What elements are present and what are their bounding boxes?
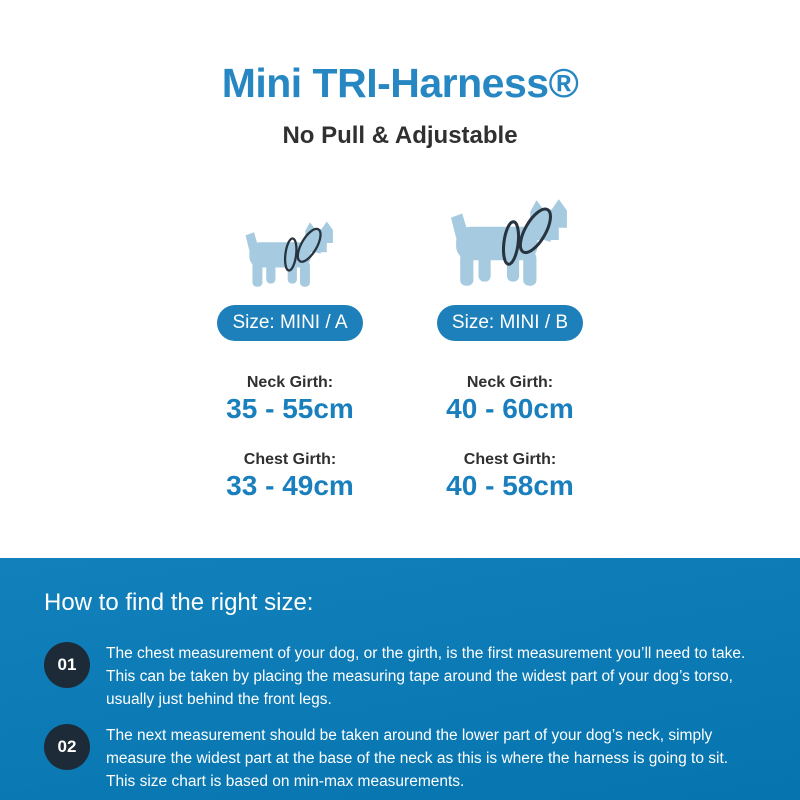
size-button-mini-a[interactable]: Size: MINI / A bbox=[217, 305, 363, 341]
how-to-section: How to find the right size: 01 The chest… bbox=[0, 558, 800, 800]
step-row-2: 02 The next measurement should be taken … bbox=[44, 724, 760, 793]
chest-girth-label: Chest Girth: bbox=[463, 451, 557, 468]
step-row-1: 01 The chest measurement of your dog, or… bbox=[44, 642, 760, 711]
page-subtitle: No Pull & Adjustable bbox=[282, 122, 518, 149]
dog-harness-large-icon bbox=[451, 199, 567, 286]
step-text: The chest measurement of your dog, or th… bbox=[106, 645, 746, 708]
page-title: Mini TRI-Harness® bbox=[221, 60, 579, 106]
size-column-mini-a: Size: MINI / A Neck Girth: 35 - 55cm Che… bbox=[180, 189, 400, 501]
step-text: The next measurement should be taken aro… bbox=[106, 727, 729, 790]
neck-girth-label: Neck Girth: bbox=[466, 374, 554, 391]
chest-girth-value: 33 - 49cm bbox=[226, 470, 354, 501]
chest-girth-label: Chest Girth: bbox=[243, 451, 337, 468]
step-number-badge: 02 bbox=[44, 724, 90, 770]
neck-girth-label: Neck Girth: bbox=[246, 374, 334, 391]
size-chart-section: Mini TRI-Harness® No Pull & Adjustable bbox=[0, 60, 800, 501]
neck-girth-value: 35 - 55cm bbox=[226, 393, 354, 424]
dog-harness-small-icon bbox=[245, 221, 333, 287]
size-column-mini-b: Size: MINI / B Neck Girth: 40 - 60cm Che… bbox=[400, 189, 620, 501]
neck-girth-value: 40 - 60cm bbox=[446, 393, 574, 424]
dog-illustration-area bbox=[244, 189, 336, 289]
dog-illustration-area bbox=[449, 189, 571, 289]
size-columns: Size: MINI / A Neck Girth: 35 - 55cm Che… bbox=[0, 189, 800, 501]
step-number-badge: 01 bbox=[44, 642, 90, 688]
chest-girth-value: 40 - 58cm bbox=[446, 470, 574, 501]
how-to-heading: How to find the right size: bbox=[44, 589, 314, 616]
size-button-mini-b[interactable]: Size: MINI / B bbox=[437, 305, 583, 341]
